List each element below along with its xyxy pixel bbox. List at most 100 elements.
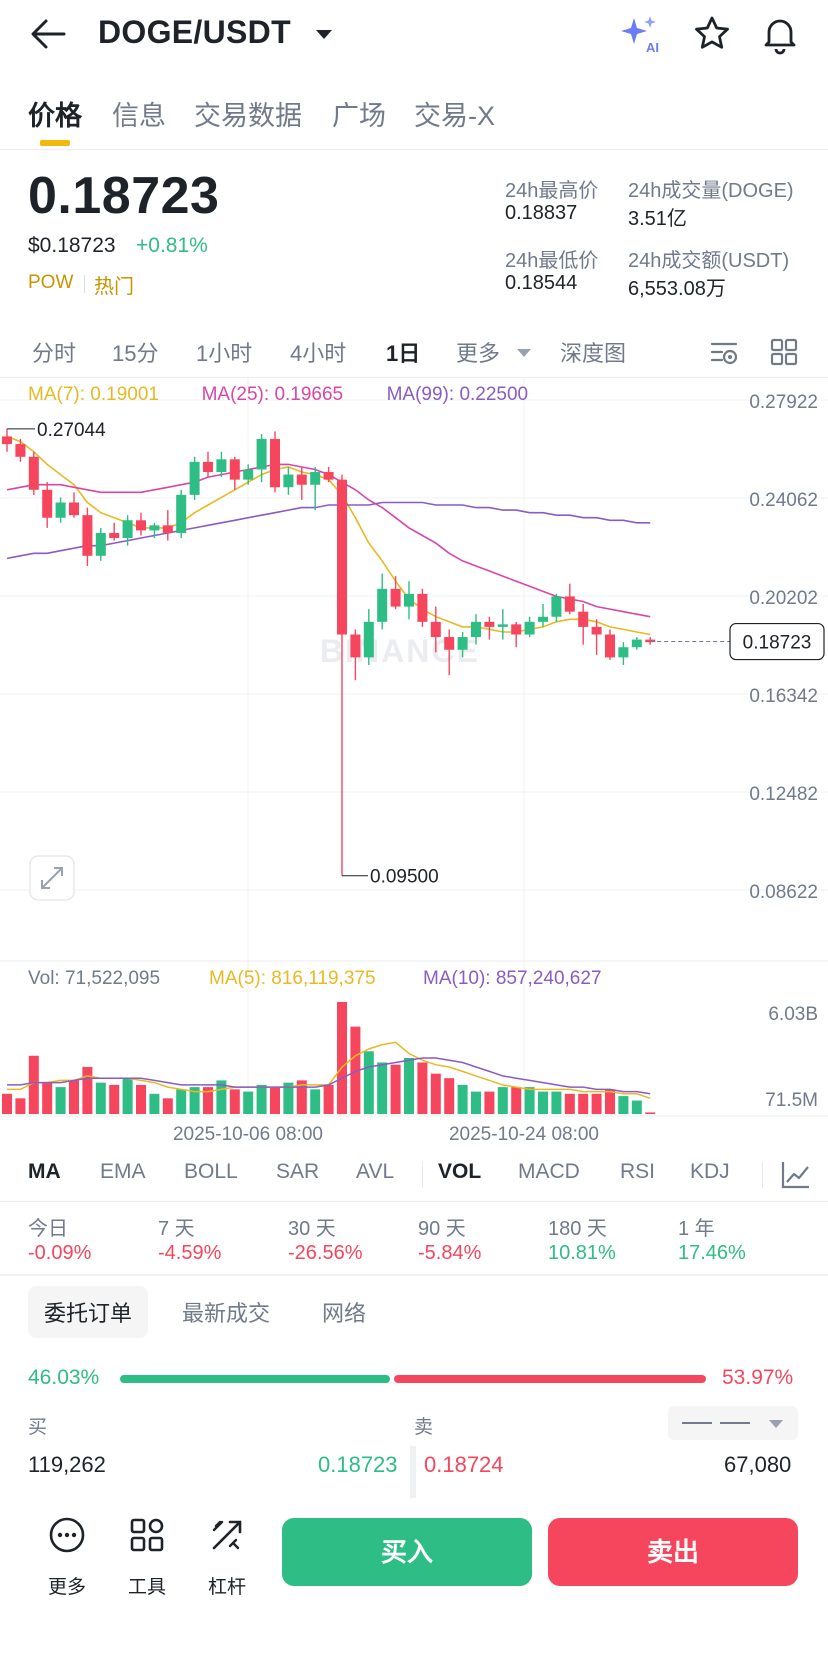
candle[interactable] xyxy=(42,489,53,518)
volume-bar xyxy=(564,1093,575,1114)
depth-chart-tab[interactable]: 深度图 xyxy=(560,341,627,366)
candle[interactable] xyxy=(484,621,495,627)
buy-button[interactable]: 买入 xyxy=(282,1518,532,1586)
candle[interactable] xyxy=(497,624,508,627)
candle[interactable] xyxy=(109,532,120,539)
caret-down-icon[interactable] xyxy=(312,22,336,46)
candle[interactable] xyxy=(618,647,629,658)
tab-recent-trades[interactable]: 最新成交 xyxy=(182,1301,271,1326)
tab-network[interactable]: 网络 xyxy=(322,1301,367,1326)
star-icon[interactable] xyxy=(690,12,734,56)
indicator-boll[interactable]: BOLL xyxy=(184,1160,238,1183)
candle[interactable] xyxy=(203,461,213,473)
indicator-macd[interactable]: MACD xyxy=(518,1160,580,1183)
candle[interactable] xyxy=(538,616,548,622)
candle[interactable] xyxy=(122,520,133,539)
chart-settings-icon[interactable] xyxy=(708,336,740,368)
candle[interactable] xyxy=(404,593,414,607)
back-arrow-icon[interactable] xyxy=(28,16,68,52)
volume-bar xyxy=(444,1078,455,1114)
volume-bar xyxy=(404,1058,414,1114)
tab-order-book[interactable]: 委托订单 xyxy=(28,1286,149,1338)
candle[interactable] xyxy=(2,436,12,445)
candle[interactable] xyxy=(605,634,615,658)
ask-price[interactable]: 0.18724 xyxy=(424,1452,504,1477)
candle[interactable] xyxy=(551,596,562,617)
candle[interactable] xyxy=(149,525,160,531)
candle[interactable] xyxy=(524,621,535,635)
indicator-chart-icon[interactable] xyxy=(778,1158,812,1192)
price-chart[interactable]: BINANCE MA(7): 0.19001 MA(25): 0.19665 MA(… xyxy=(0,378,828,1148)
timeframe-more[interactable]: 更多 xyxy=(456,341,501,366)
candle[interactable] xyxy=(310,472,321,485)
tools-grid-icon xyxy=(130,1518,164,1552)
hot-tag[interactable]: 热门 xyxy=(94,276,134,298)
bell-icon[interactable] xyxy=(758,12,802,56)
candle[interactable] xyxy=(189,461,200,495)
grid-layout-icon[interactable] xyxy=(768,336,800,368)
candle[interactable] xyxy=(363,621,374,658)
candle[interactable] xyxy=(444,637,455,650)
indicator-ema[interactable]: EMA xyxy=(100,1160,146,1183)
timeframe-line[interactable]: 分时 xyxy=(32,341,77,366)
tab-square[interactable]: 广场 xyxy=(332,101,386,131)
indicator-vol[interactable]: VOL xyxy=(438,1160,482,1183)
candle[interactable] xyxy=(176,494,187,533)
price-change: +0.81% xyxy=(136,234,208,257)
candle[interactable] xyxy=(162,525,173,533)
high-value: 0.18837 xyxy=(505,202,578,224)
candle[interactable] xyxy=(323,472,334,480)
candle[interactable] xyxy=(283,474,294,488)
candle[interactable] xyxy=(243,469,254,480)
timeframe-4h[interactable]: 4小时 xyxy=(290,341,347,366)
ai-sparkle-icon[interactable]: AI xyxy=(620,12,664,56)
candle[interactable] xyxy=(417,593,428,622)
candle[interactable] xyxy=(591,626,602,635)
volume-bar xyxy=(538,1091,548,1114)
candle[interactable] xyxy=(457,637,468,650)
candle[interactable] xyxy=(430,621,441,638)
more-caret-icon[interactable] xyxy=(516,346,532,360)
sell-button[interactable]: 卖出 xyxy=(548,1518,798,1586)
candle[interactable] xyxy=(95,532,106,556)
candle[interactable] xyxy=(471,621,481,638)
indicator-avl[interactable]: AVL xyxy=(356,1160,395,1183)
candle[interactable] xyxy=(55,502,66,518)
pair-title[interactable]: DOGE/USDT xyxy=(98,14,291,50)
candle[interactable] xyxy=(69,502,79,516)
indicator-sar[interactable]: SAR xyxy=(276,1160,320,1183)
candle[interactable] xyxy=(256,439,267,470)
candle[interactable] xyxy=(377,588,388,622)
performance-period-value: 17.46% xyxy=(678,1242,746,1264)
pow-tag[interactable]: POW xyxy=(28,272,74,293)
tab-trade-x[interactable]: 交易-X xyxy=(414,101,495,131)
candle[interactable] xyxy=(564,596,575,612)
indicator-rsi[interactable]: RSI xyxy=(620,1160,656,1183)
precision-dropdown[interactable] xyxy=(668,1406,798,1440)
candle[interactable] xyxy=(578,611,589,627)
candle[interactable] xyxy=(136,520,146,531)
indicator-ma[interactable]: MA xyxy=(28,1160,61,1183)
tab-price[interactable]: 价格 xyxy=(28,101,82,131)
bid-price[interactable]: 0.18723 xyxy=(318,1452,398,1477)
indicator-kdj[interactable]: KDJ xyxy=(690,1160,730,1183)
candle[interactable] xyxy=(390,588,401,607)
candle[interactable] xyxy=(631,639,642,648)
candle[interactable] xyxy=(337,479,347,635)
timeframe-15m[interactable]: 15分 xyxy=(112,341,159,366)
candle[interactable] xyxy=(229,459,240,480)
expand-chart-button[interactable] xyxy=(29,855,75,901)
candle[interactable] xyxy=(350,634,361,658)
tab-trading-data[interactable]: 交易数据 xyxy=(194,101,302,131)
tab-info[interactable]: 信息 xyxy=(112,101,166,131)
candle[interactable] xyxy=(82,515,93,556)
candle[interactable] xyxy=(270,439,280,488)
candle[interactable] xyxy=(296,474,307,485)
candle[interactable] xyxy=(28,456,39,490)
candle[interactable] xyxy=(645,639,656,643)
candle[interactable] xyxy=(216,459,227,473)
timeframe-1d[interactable]: 1日 xyxy=(386,341,421,366)
timeframe-1h[interactable]: 1小时 xyxy=(196,341,253,366)
candle[interactable] xyxy=(511,624,522,635)
candle[interactable] xyxy=(15,444,26,457)
